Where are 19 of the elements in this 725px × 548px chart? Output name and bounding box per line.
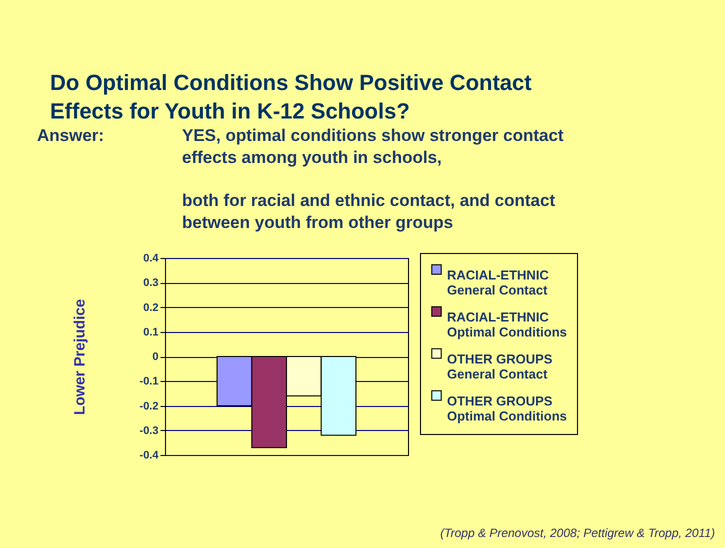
chart-title: Do Optimal Conditions Show Positive Contact Effects for Youth in K-12 Schools? [50, 70, 532, 124]
legend-label: RACIAL-ETHNIC General Contact [447, 268, 550, 298]
legend-label: OTHER GROUPS Optimal Conditions [447, 394, 567, 424]
text: (Tropp & Prenovost, 2008; Pettigrew & Tropp, 2011) [440, 526, 715, 540]
y-tick-label: 0.3 [143, 277, 158, 290]
text: Answer: [37, 126, 104, 145]
y-axis-title: Lower Prejudice [72, 299, 89, 415]
y-tick-label: 0 [152, 351, 158, 363]
legend-label: RACIAL-ETHNIC Optimal Conditions [447, 310, 567, 340]
y-tick-label: -0.2 [140, 400, 158, 412]
y-tick-label: 0.4 [143, 252, 160, 264]
text: YES, optimal conditions show stronger contact effects among youth in schools, [182, 126, 564, 168]
text: both for racial and ethnic contact, and contact between youth from other groups [182, 191, 556, 232]
y-tick-label: -0.1 [140, 376, 158, 388]
y-tick-label: 0.2 [143, 302, 158, 314]
y-tick-label: -0.4 [140, 450, 160, 462]
y-tick-label: -0.3 [140, 424, 158, 437]
legend-label: OTHER GROUPS General Contact [447, 352, 553, 382]
y-tick-label: 0.1 [143, 326, 158, 338]
